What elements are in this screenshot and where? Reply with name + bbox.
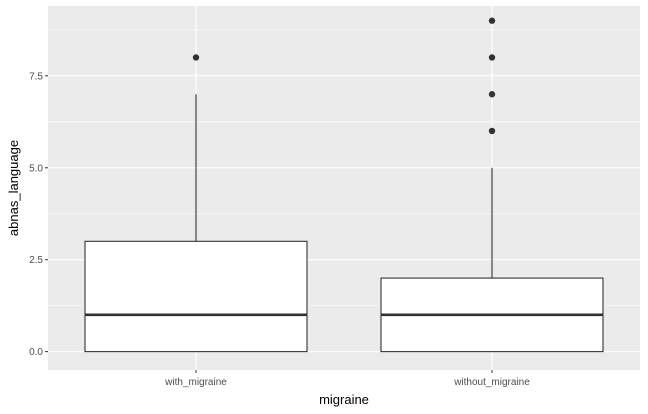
y-tick-label: 5.0 — [29, 163, 43, 174]
outlier-point — [192, 54, 200, 61]
y-tick-label: 2.5 — [29, 255, 43, 266]
x-tick-label: without_migraine — [453, 377, 530, 388]
x-tick-label: with_migraine — [164, 377, 227, 388]
y-tick-label: 7.5 — [29, 71, 43, 82]
outlier-point — [488, 91, 496, 98]
box-with_migraine — [84, 54, 308, 353]
x-axis: with_migraine without_migraine — [164, 370, 530, 388]
y-tick-label: 0.0 — [29, 347, 43, 358]
outlier-point — [488, 54, 496, 61]
outlier-point — [488, 127, 496, 135]
box-iqr — [84, 240, 308, 353]
outlier-point — [488, 17, 496, 24]
box-without_migraine — [380, 17, 604, 353]
y-axis-title: abnas_language — [6, 140, 21, 236]
y-axis: 0.0 2.5 5.0 7.5 — [29, 71, 48, 358]
x-axis-title: migraine — [319, 392, 369, 407]
boxes-layer — [84, 17, 604, 353]
